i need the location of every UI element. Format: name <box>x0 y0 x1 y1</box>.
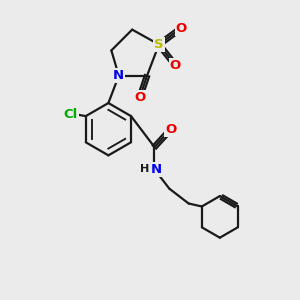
Text: S: S <box>154 38 164 51</box>
Text: N: N <box>113 69 124 82</box>
Text: O: O <box>176 22 187 34</box>
Text: H: H <box>140 164 149 174</box>
Text: O: O <box>169 59 181 72</box>
Text: O: O <box>165 123 176 136</box>
Text: O: O <box>134 92 145 104</box>
Text: N: N <box>150 163 161 176</box>
Text: Cl: Cl <box>64 108 78 121</box>
